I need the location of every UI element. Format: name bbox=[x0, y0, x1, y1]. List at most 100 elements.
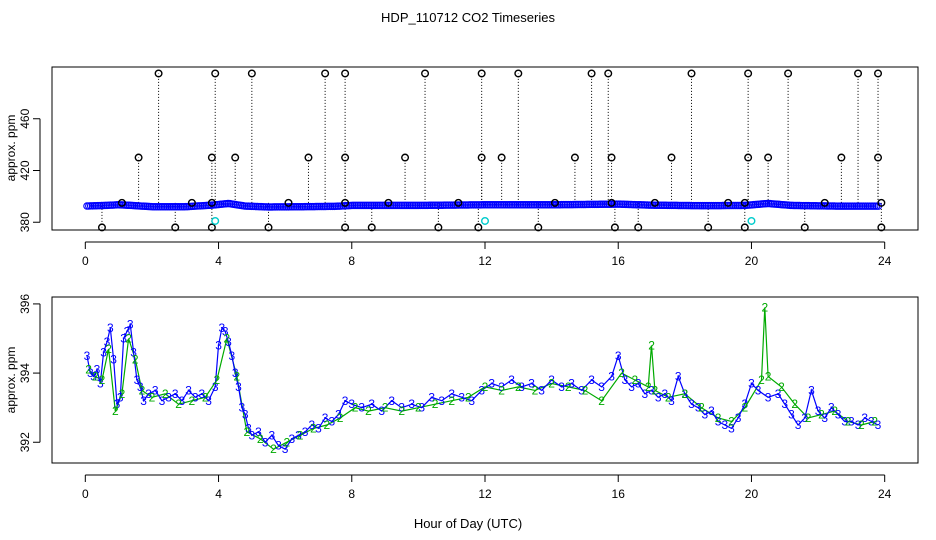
series-point-3: 3 bbox=[558, 380, 565, 394]
series-point-2: 2 bbox=[698, 401, 705, 415]
outlier-point-high bbox=[744, 69, 753, 78]
outlier-point-mid bbox=[401, 153, 410, 162]
series-point-2: 2 bbox=[189, 394, 196, 408]
outlier-point-high bbox=[341, 69, 350, 78]
series-point-2: 2 bbox=[270, 442, 277, 456]
outlier-point-high bbox=[421, 69, 430, 78]
outlier-point-low bbox=[634, 223, 643, 232]
series-point-3: 3 bbox=[642, 387, 649, 401]
x-axis-title: Hour of Day (UTC) bbox=[414, 516, 522, 531]
series-point-2: 2 bbox=[858, 418, 865, 432]
series-point-3: 3 bbox=[578, 383, 585, 397]
flag-point bbox=[481, 216, 490, 225]
series-point-3: 3 bbox=[795, 418, 802, 432]
series-point-2: 2 bbox=[175, 397, 182, 411]
bottom-plot-frame bbox=[51, 296, 919, 464]
series-point-3: 3 bbox=[110, 352, 117, 366]
outlier-point-low bbox=[534, 223, 543, 232]
series-point-2: 2 bbox=[119, 387, 126, 401]
series-point-2: 2 bbox=[565, 380, 572, 394]
series-point-2: 2 bbox=[758, 373, 765, 387]
series-point-2: 2 bbox=[125, 332, 132, 346]
series-point-2: 2 bbox=[831, 404, 838, 418]
series-point-2: 2 bbox=[665, 390, 672, 404]
series-point-3: 3 bbox=[97, 376, 104, 390]
bottom-x-tick-label: 4 bbox=[215, 487, 222, 501]
series-point-2: 2 bbox=[632, 373, 639, 387]
series-point-3: 3 bbox=[628, 380, 635, 394]
series-point-2: 2 bbox=[648, 338, 655, 352]
series-point-3: 3 bbox=[205, 394, 212, 408]
series-point-3: 3 bbox=[721, 418, 728, 432]
outlier-point-low bbox=[341, 223, 350, 232]
series-point-2: 2 bbox=[761, 300, 768, 314]
series-point-3: 3 bbox=[788, 408, 795, 422]
series-point-2: 2 bbox=[432, 397, 439, 411]
outlier-point-near bbox=[284, 198, 293, 207]
outlier-point-high bbox=[514, 69, 523, 78]
series-point-3: 3 bbox=[104, 335, 111, 349]
top-x-tick-label: 24 bbox=[878, 254, 892, 268]
series-point-2: 2 bbox=[791, 397, 798, 411]
series-point-3: 3 bbox=[87, 366, 94, 380]
series-point-2: 2 bbox=[728, 415, 735, 429]
series-point-3: 3 bbox=[134, 373, 141, 387]
series-point-2: 2 bbox=[465, 390, 472, 404]
series-point-2: 2 bbox=[162, 387, 169, 401]
series-point-3: 3 bbox=[478, 383, 485, 397]
series-point-3: 3 bbox=[662, 387, 669, 401]
series-point-3: 3 bbox=[199, 387, 206, 401]
series-point-3: 3 bbox=[368, 397, 375, 411]
outlier-point-low bbox=[740, 223, 749, 232]
series-point-3: 3 bbox=[615, 349, 622, 363]
bottom-x-tick-label: 24 bbox=[878, 487, 892, 501]
series-point-3: 3 bbox=[239, 401, 246, 415]
bottom-y-axis: 392 394 396 bbox=[18, 294, 41, 452]
outlier-point-low bbox=[97, 223, 106, 232]
top-y-axis: 380 420 460 bbox=[18, 108, 41, 232]
series-point-3: 3 bbox=[120, 332, 127, 346]
bottom-x-tick-label: 0 bbox=[82, 487, 89, 501]
series-point-3: 3 bbox=[232, 366, 239, 380]
outlier-point-low bbox=[264, 223, 273, 232]
series-point-3: 3 bbox=[821, 411, 828, 425]
series-point-3: 3 bbox=[145, 387, 152, 401]
top-y-axis-label: approx. ppm bbox=[4, 115, 18, 182]
series-point-2: 2 bbox=[645, 380, 652, 394]
series-point-3: 3 bbox=[608, 370, 615, 384]
series-point-2: 2 bbox=[105, 342, 112, 356]
series-point-2: 2 bbox=[99, 373, 106, 387]
outlier-point-high bbox=[477, 69, 486, 78]
series-point-2: 2 bbox=[582, 383, 589, 397]
series-point-3: 3 bbox=[215, 338, 222, 352]
series-point-3: 3 bbox=[775, 387, 782, 401]
outlier-point-low bbox=[800, 223, 809, 232]
series-point-3: 3 bbox=[117, 390, 124, 404]
series-point-2: 2 bbox=[482, 380, 489, 394]
series-point-3: 3 bbox=[358, 401, 365, 415]
series-point-2: 2 bbox=[682, 387, 689, 401]
outlier-point-mid bbox=[231, 153, 240, 162]
series-point-3: 3 bbox=[868, 415, 875, 429]
outlier-point-near bbox=[454, 198, 463, 207]
series-point-3: 3 bbox=[548, 373, 555, 387]
outlier-point-mid bbox=[744, 153, 753, 162]
series-point-3: 3 bbox=[222, 325, 229, 339]
series-point-3: 3 bbox=[152, 383, 159, 397]
outlier-point-low bbox=[474, 223, 483, 232]
series-point-2: 2 bbox=[257, 432, 264, 446]
series-line-2 bbox=[88, 307, 875, 450]
series-point-3: 3 bbox=[192, 390, 199, 404]
series-point-3: 3 bbox=[185, 383, 192, 397]
series-point-3: 3 bbox=[335, 408, 342, 422]
series-point-3: 3 bbox=[498, 380, 505, 394]
series-point-3: 3 bbox=[622, 373, 629, 387]
outlier-point-low bbox=[207, 223, 216, 232]
series-point-3: 3 bbox=[140, 394, 147, 408]
series-point-3: 3 bbox=[438, 394, 445, 408]
top-x-axis: 0 4 8 12 16 20 24 bbox=[82, 241, 892, 268]
outlier-point-high bbox=[784, 69, 793, 78]
series-point-3: 3 bbox=[127, 318, 134, 332]
series-point-2: 2 bbox=[323, 418, 330, 432]
outlier-point-mid bbox=[764, 153, 773, 162]
